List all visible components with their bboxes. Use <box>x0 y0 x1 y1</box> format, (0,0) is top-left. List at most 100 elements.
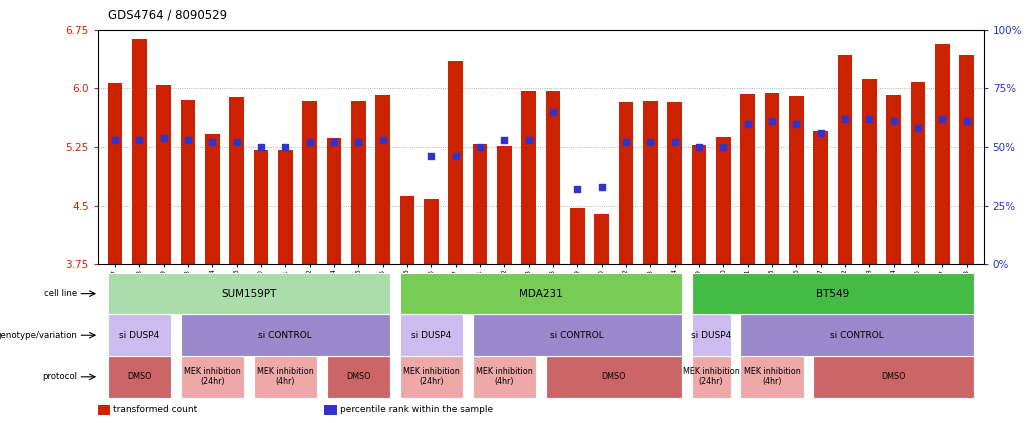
Bar <box>107 83 123 264</box>
Point <box>496 137 513 143</box>
Point <box>642 139 658 146</box>
Text: SUM159PT: SUM159PT <box>221 288 276 299</box>
Point <box>447 153 464 160</box>
Bar <box>862 79 877 264</box>
Point <box>179 137 196 143</box>
Bar <box>278 150 293 264</box>
Point <box>715 144 731 151</box>
Text: GDS4764 / 8090529: GDS4764 / 8090529 <box>108 8 228 21</box>
Point <box>520 137 537 143</box>
Bar <box>473 314 682 356</box>
Bar <box>886 95 901 264</box>
Text: DMSO: DMSO <box>602 372 626 381</box>
Bar <box>230 97 244 264</box>
Bar <box>157 85 171 264</box>
Bar <box>814 131 828 264</box>
Text: MEK inhibition
(24hr): MEK inhibition (24hr) <box>403 368 459 386</box>
Point <box>229 139 245 146</box>
Text: MEK inhibition
(4hr): MEK inhibition (4hr) <box>744 368 800 386</box>
Bar <box>959 55 974 264</box>
Bar <box>400 314 462 356</box>
Text: si CONTROL: si CONTROL <box>550 331 605 340</box>
Bar <box>911 82 925 264</box>
Text: si CONTROL: si CONTROL <box>830 331 884 340</box>
Text: genotype/variation: genotype/variation <box>0 331 77 340</box>
Bar <box>691 146 707 264</box>
Bar <box>400 273 682 314</box>
Bar <box>351 101 366 264</box>
Point <box>593 184 610 190</box>
Bar <box>764 93 780 264</box>
Point <box>302 139 318 146</box>
Bar <box>473 144 487 264</box>
Bar <box>107 356 171 398</box>
Point <box>934 115 951 122</box>
Point <box>569 186 585 192</box>
Text: MEK inhibition
(4hr): MEK inhibition (4hr) <box>256 368 313 386</box>
Point <box>763 118 780 124</box>
Bar <box>935 44 950 264</box>
Text: BT549: BT549 <box>816 288 850 299</box>
Point <box>545 108 561 115</box>
Bar <box>643 101 657 264</box>
Text: si CONTROL: si CONTROL <box>259 331 312 340</box>
Bar <box>837 55 852 264</box>
Bar <box>327 137 341 264</box>
Point <box>909 125 926 132</box>
Text: MEK inhibition
(4hr): MEK inhibition (4hr) <box>476 368 533 386</box>
Bar <box>400 356 462 398</box>
Bar <box>180 314 390 356</box>
Text: si DUSP4: si DUSP4 <box>691 331 731 340</box>
Point <box>252 144 269 151</box>
Point <box>836 115 853 122</box>
Text: cell line: cell line <box>44 289 77 298</box>
Point <box>277 144 294 151</box>
Text: DMSO: DMSO <box>127 372 151 381</box>
Point <box>156 134 172 141</box>
Point <box>813 129 829 136</box>
Point <box>131 137 147 143</box>
Text: si DUSP4: si DUSP4 <box>411 331 451 340</box>
Point <box>325 139 342 146</box>
Text: si DUSP4: si DUSP4 <box>119 331 160 340</box>
Bar <box>473 356 536 398</box>
Bar <box>253 150 268 264</box>
Point <box>958 118 974 124</box>
Text: protocol: protocol <box>42 372 77 381</box>
Bar <box>546 356 682 398</box>
Text: MDA231: MDA231 <box>519 288 562 299</box>
Bar <box>496 146 512 264</box>
Point <box>666 139 683 146</box>
Bar <box>619 102 633 264</box>
Bar <box>180 100 196 264</box>
Bar <box>107 314 171 356</box>
Point <box>423 153 440 160</box>
Point <box>886 118 902 124</box>
Point <box>350 139 367 146</box>
Bar <box>253 356 317 398</box>
Bar <box>814 356 974 398</box>
Bar <box>789 96 803 264</box>
Bar <box>570 208 585 264</box>
Point <box>861 115 878 122</box>
Point <box>472 144 488 151</box>
Bar <box>424 199 439 264</box>
Bar <box>132 39 146 264</box>
Bar <box>180 356 244 398</box>
Point <box>740 120 756 127</box>
Bar <box>327 356 390 398</box>
Bar <box>594 214 609 264</box>
Bar <box>546 91 560 264</box>
Point <box>618 139 634 146</box>
Bar <box>741 314 974 356</box>
Bar <box>741 356 803 398</box>
Bar <box>448 61 462 264</box>
Point <box>204 139 220 146</box>
Bar <box>400 195 414 264</box>
Bar <box>667 102 682 264</box>
Point <box>374 137 390 143</box>
Bar <box>107 273 390 314</box>
Bar <box>741 94 755 264</box>
Text: percentile rank within the sample: percentile rank within the sample <box>340 405 493 415</box>
Point <box>107 137 124 143</box>
